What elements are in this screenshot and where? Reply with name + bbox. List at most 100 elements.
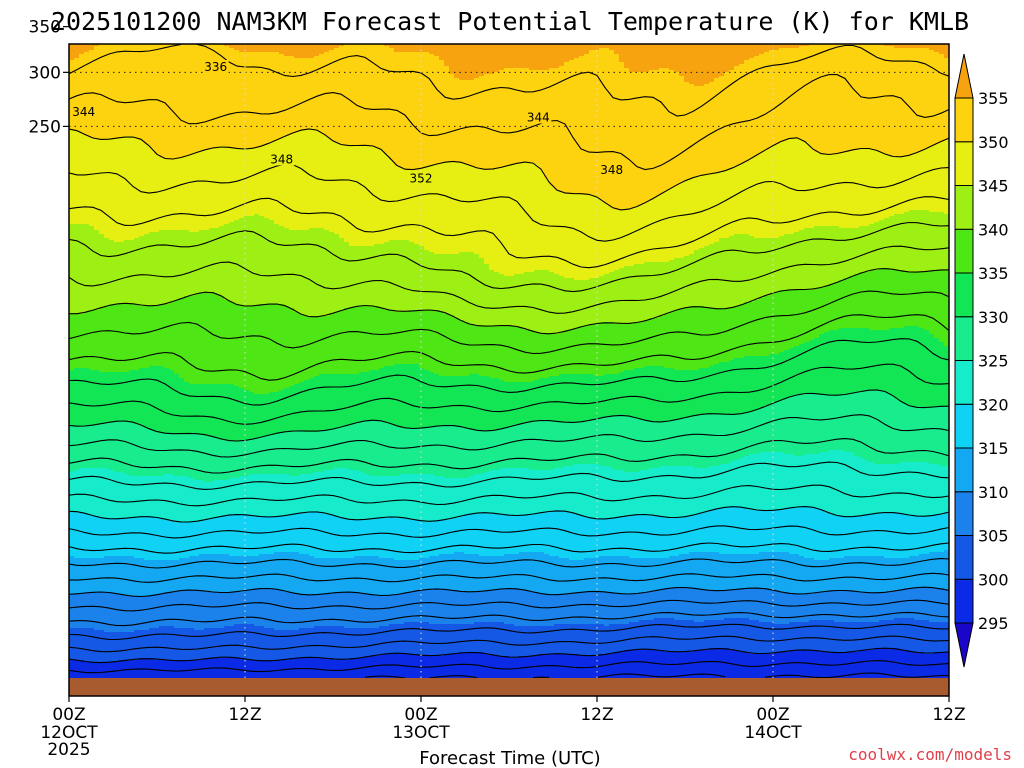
fill-cell <box>904 272 910 327</box>
fill-cell <box>629 266 635 325</box>
fill-cell <box>694 250 700 307</box>
fill-cell <box>629 472 635 517</box>
fill-cell <box>664 44 670 69</box>
fill-cell <box>69 370 75 427</box>
fill-cell <box>649 318 655 367</box>
fill-cell <box>939 514 945 553</box>
fill-cell <box>169 370 175 435</box>
fill-cell <box>394 240 400 313</box>
fill-cell <box>459 376 465 427</box>
fill-cell <box>164 230 170 305</box>
fill-cell <box>254 44 260 53</box>
fill-cell <box>239 658 245 678</box>
fill-cell <box>239 218 245 307</box>
fill-cell <box>564 512 570 559</box>
fill-cell <box>569 560 575 595</box>
fill-cell <box>259 216 265 305</box>
fill-cell <box>784 454 790 509</box>
fill-cell <box>819 560 825 593</box>
fill-cell <box>169 302 175 371</box>
fill-cell <box>869 224 875 271</box>
fill-cell <box>589 464 595 519</box>
fill-cell <box>324 230 330 317</box>
fill-cell <box>569 194 575 279</box>
fill-cell <box>819 592 825 621</box>
fill-cell <box>219 480 225 517</box>
credit-text: coolwx.com/models <box>848 745 1012 764</box>
fill-cell <box>574 464 580 515</box>
fill-cell <box>814 592 820 621</box>
fill-cell <box>684 308 690 371</box>
fill-cell <box>724 170 730 239</box>
fill-cell <box>694 588 700 623</box>
fill-cell <box>864 272 870 329</box>
fill-cell <box>324 316 330 375</box>
fill-cell <box>99 140 105 235</box>
fill-cell <box>809 620 815 651</box>
fill-cell <box>84 426 90 469</box>
fill-cell <box>254 626 260 661</box>
fill-cell <box>439 520 445 555</box>
fill-cell <box>339 626 345 661</box>
fill-cell <box>554 510 560 557</box>
colorbar-label: 310 <box>978 483 1009 502</box>
fill-cell <box>579 464 585 517</box>
fill-cell <box>509 426 515 469</box>
fill-cell <box>764 452 770 511</box>
fill-cell <box>104 44 110 141</box>
fill-cell <box>374 306 380 371</box>
fill-cell <box>434 556 440 589</box>
fill-cell <box>454 426 460 479</box>
fill-cell <box>284 136 290 229</box>
fill-cell <box>309 594 315 629</box>
fill-cell <box>289 134 295 231</box>
fill-cell <box>484 622 490 655</box>
fill-cell <box>914 44 920 49</box>
fill-cell <box>209 384 215 437</box>
fill-cell <box>254 588 260 627</box>
fill-cell <box>689 416 695 467</box>
fill-cell <box>689 306 695 371</box>
fill-cell <box>714 78 720 173</box>
fill-cell <box>569 422 575 467</box>
fill-cell <box>294 514 300 553</box>
fill-cell <box>524 626 530 657</box>
fill-cell <box>544 270 550 335</box>
fill-cell <box>509 554 515 589</box>
colorbar-swatch <box>954 360 974 405</box>
fill-cell <box>919 48 925 151</box>
colorbar-label: 335 <box>978 264 1009 283</box>
fill-cell <box>619 268 625 325</box>
fill-cell <box>599 624 605 655</box>
fill-cell <box>824 226 830 287</box>
fill-cell <box>169 592 175 627</box>
fill-cell <box>684 82 690 181</box>
fill-cell <box>219 44 225 147</box>
fill-cell <box>719 362 725 415</box>
fill-cell <box>444 426 450 479</box>
fill-cell <box>799 594 805 623</box>
fill-cell <box>679 258 685 309</box>
fill-cell <box>609 518 615 557</box>
fill-cell <box>734 166 740 235</box>
fill-cell <box>289 56 295 135</box>
fill-cell <box>109 470 115 519</box>
fill-cell <box>229 440 235 479</box>
fill-cell <box>119 372 125 421</box>
fill-cell <box>269 304 275 393</box>
fill-cell <box>699 468 705 513</box>
fill-cell <box>819 44 825 155</box>
fill-cell <box>279 44 285 55</box>
fill-cell <box>654 366 660 423</box>
fill-cell <box>199 554 205 591</box>
fill-cell <box>289 432 295 477</box>
fill-cell <box>464 376 470 429</box>
fill-cell <box>629 516 635 559</box>
fill-cell <box>79 224 85 315</box>
fill-cell <box>844 516 850 557</box>
contour-line <box>69 623 949 641</box>
fill-cell <box>744 302 750 357</box>
fill-cell <box>424 370 430 429</box>
fill-cell <box>279 390 285 433</box>
fill-cell <box>679 620 685 653</box>
